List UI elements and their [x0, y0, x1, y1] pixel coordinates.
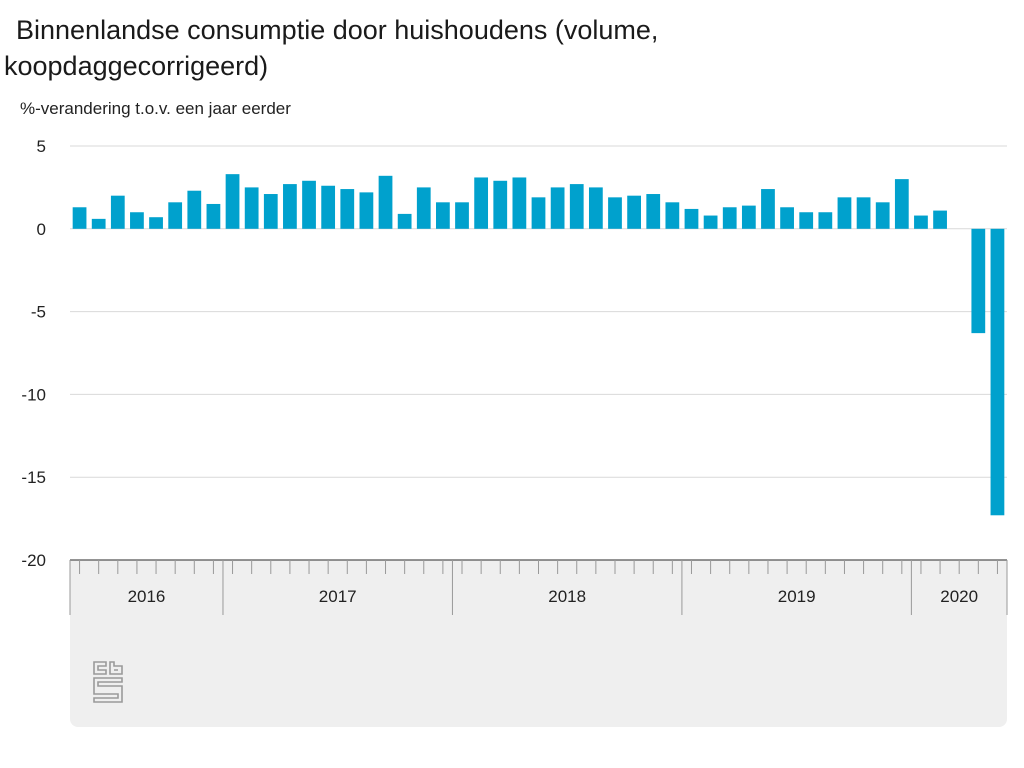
bar	[168, 202, 183, 229]
bar	[856, 197, 871, 229]
bar	[302, 180, 316, 229]
title-line-1: Binnenlandse consumptie door huishoudens…	[16, 15, 659, 45]
bar	[321, 185, 336, 229]
y-tick-label: 0	[37, 220, 46, 239]
y-tick-label: -20	[21, 551, 46, 570]
bar	[894, 179, 909, 229]
gridlines	[70, 145, 1007, 478]
bar	[512, 177, 527, 229]
bar	[741, 205, 756, 229]
bar	[933, 210, 947, 229]
bar	[416, 187, 431, 229]
bar	[818, 212, 833, 229]
y-tick-label: -5	[31, 303, 46, 322]
x-tick-label: 2018	[548, 587, 586, 606]
bar	[722, 207, 737, 229]
chart-title: Binnenlandse consumptie door huishoudens…	[4, 12, 764, 84]
bar	[703, 215, 718, 229]
x-tick-label: 2017	[319, 587, 357, 606]
x-tick-label: 2016	[128, 587, 166, 606]
bar	[608, 197, 622, 229]
bar	[225, 174, 240, 229]
bar	[684, 208, 699, 229]
bar	[990, 228, 1005, 516]
bar	[665, 202, 680, 229]
x-tick-label: 2020	[940, 587, 978, 606]
bar	[397, 213, 412, 229]
cbs-logo-icon	[93, 661, 123, 703]
x-axis-band: 2016 2017 2018 2019 2020	[69, 559, 1008, 615]
bar	[206, 203, 221, 229]
bar	[588, 187, 603, 229]
bar	[837, 197, 852, 229]
bar	[130, 212, 144, 229]
y-tick-label: -15	[21, 468, 46, 487]
bar	[187, 190, 202, 229]
bar	[474, 177, 489, 229]
bars	[72, 174, 1005, 516]
x-tick-label: 2019	[778, 587, 816, 606]
y-tick-label: -10	[21, 385, 46, 404]
bar	[799, 212, 814, 229]
bar	[493, 180, 508, 229]
bar	[780, 207, 794, 229]
bar	[627, 195, 641, 229]
bar	[914, 215, 928, 229]
bar	[263, 194, 278, 229]
bar	[149, 217, 163, 229]
bar	[550, 187, 565, 229]
bar	[875, 202, 890, 229]
bar	[531, 197, 546, 229]
bar	[971, 228, 986, 334]
bar	[91, 218, 106, 229]
bar	[244, 187, 259, 229]
bar	[340, 189, 355, 229]
bar	[455, 202, 469, 229]
bar	[359, 192, 374, 229]
y-axis-ticks: 5 0 -5 -10 -15 -20	[21, 137, 46, 570]
bar	[569, 184, 584, 229]
bar	[436, 202, 450, 229]
bar	[761, 189, 775, 229]
bar	[378, 175, 393, 229]
y-tick-label: 5	[37, 137, 46, 156]
footer-panel	[70, 615, 1007, 727]
title-line-2: koopdaggecorrigeerd)	[4, 51, 269, 81]
bar	[646, 194, 661, 229]
bar	[110, 195, 125, 229]
bar	[283, 184, 297, 229]
y-axis-unit-label: %-verandering t.o.v. een jaar eerder	[20, 99, 291, 118]
bar	[72, 207, 87, 229]
